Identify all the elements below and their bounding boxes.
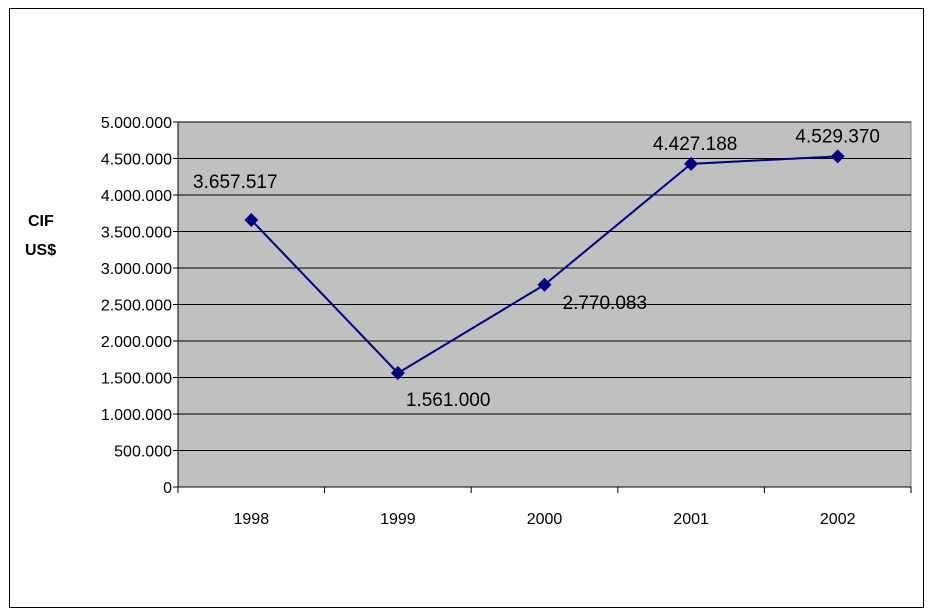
y-tick-label: 4.000.000 (101, 188, 172, 205)
data-point-marker (830, 149, 845, 164)
data-label: 4.529.370 (795, 126, 880, 147)
y-tick-label: 3.500.000 (101, 225, 172, 242)
data-labels: 3.657.517 1.561.000 2.770.083 4.427.188 4.52… (193, 126, 880, 411)
y-tick-label: 0 (163, 480, 172, 497)
y-tick-label: 3.000.000 (101, 261, 172, 278)
data-label: 1.561.000 (406, 390, 491, 411)
data-label: 2.770.083 (563, 293, 648, 314)
y-axis-ticks: 0 500.000 1.000.000 1.500.000 2.000.000 2.500… (101, 115, 178, 497)
data-point-marker (684, 156, 699, 171)
x-tick-label: 2001 (673, 511, 709, 528)
x-tick-label: 2002 (820, 511, 856, 528)
data-label: 4.427.188 (653, 134, 738, 155)
x-tick-label: 1999 (380, 511, 416, 528)
data-point-marker (390, 366, 405, 381)
data-label: 3.657.517 (193, 172, 278, 193)
y-tick-label: 2.000.000 (101, 334, 172, 351)
data-markers (244, 149, 845, 381)
y-axis-title-line-1: CIF (28, 213, 54, 230)
y-tick-label: 500.000 (114, 444, 172, 461)
data-point-marker (537, 277, 552, 292)
y-axis-title-line-2: US$ (25, 242, 56, 259)
y-tick-label: 4.500.000 (101, 152, 172, 169)
y-tick-label: 5.000.000 (101, 115, 172, 132)
y-tick-label: 2.500.000 (101, 298, 172, 315)
x-tick-label: 1998 (234, 511, 270, 528)
x-tick-label: 2000 (527, 511, 563, 528)
data-point-marker (244, 213, 259, 228)
y-tick-label: 1.000.000 (101, 407, 172, 424)
y-tick-label: 1.500.000 (101, 371, 172, 388)
x-axis-ticks: 1998 1999 2000 2001 2002 (177, 487, 912, 528)
